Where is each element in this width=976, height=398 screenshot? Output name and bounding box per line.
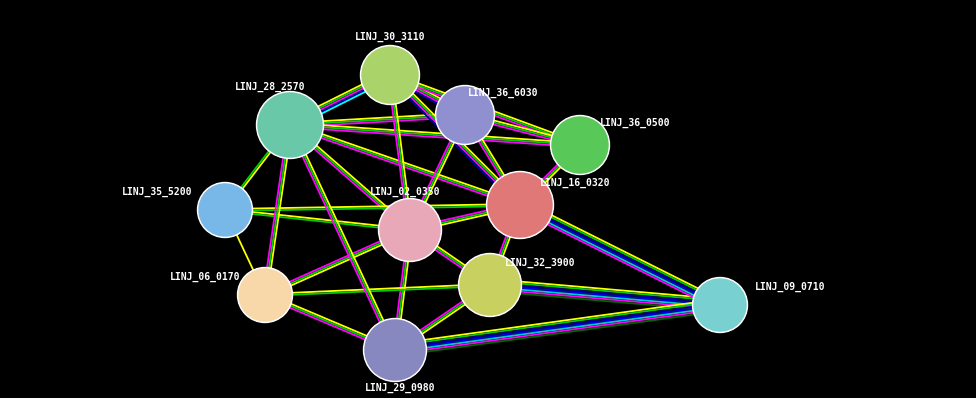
Circle shape <box>435 86 495 144</box>
Circle shape <box>437 87 493 143</box>
Text: LINJ_36_6030: LINJ_36_6030 <box>468 88 538 98</box>
Circle shape <box>486 172 553 238</box>
Circle shape <box>459 254 521 316</box>
Circle shape <box>380 200 440 260</box>
Circle shape <box>197 183 253 238</box>
Circle shape <box>460 255 520 315</box>
Text: LINJ_36_0500: LINJ_36_0500 <box>599 118 671 128</box>
Text: LINJ_16_0320: LINJ_16_0320 <box>540 178 610 188</box>
Circle shape <box>379 199 441 261</box>
Text: LINJ_29_0980: LINJ_29_0980 <box>365 383 435 393</box>
Circle shape <box>237 267 293 322</box>
Circle shape <box>694 279 746 331</box>
Circle shape <box>693 277 748 332</box>
Text: LINJ_30_3110: LINJ_30_3110 <box>354 32 426 42</box>
Circle shape <box>257 92 323 158</box>
Circle shape <box>362 47 418 103</box>
Circle shape <box>258 93 322 157</box>
Text: LINJ_32_3900: LINJ_32_3900 <box>505 258 575 268</box>
Circle shape <box>239 269 291 321</box>
Circle shape <box>550 115 609 174</box>
Text: LINJ_28_2570: LINJ_28_2570 <box>235 82 305 92</box>
Circle shape <box>363 318 427 382</box>
Text: LINJ_09_0710: LINJ_09_0710 <box>754 282 826 292</box>
Circle shape <box>365 320 425 380</box>
Circle shape <box>360 45 420 105</box>
Text: LINJ_06_0170: LINJ_06_0170 <box>170 272 240 282</box>
Text: LINJ_35_5200: LINJ_35_5200 <box>122 187 192 197</box>
Text: LINJ_02_0350: LINJ_02_0350 <box>370 187 440 197</box>
Circle shape <box>552 117 608 173</box>
Circle shape <box>488 173 552 237</box>
Circle shape <box>199 184 251 236</box>
